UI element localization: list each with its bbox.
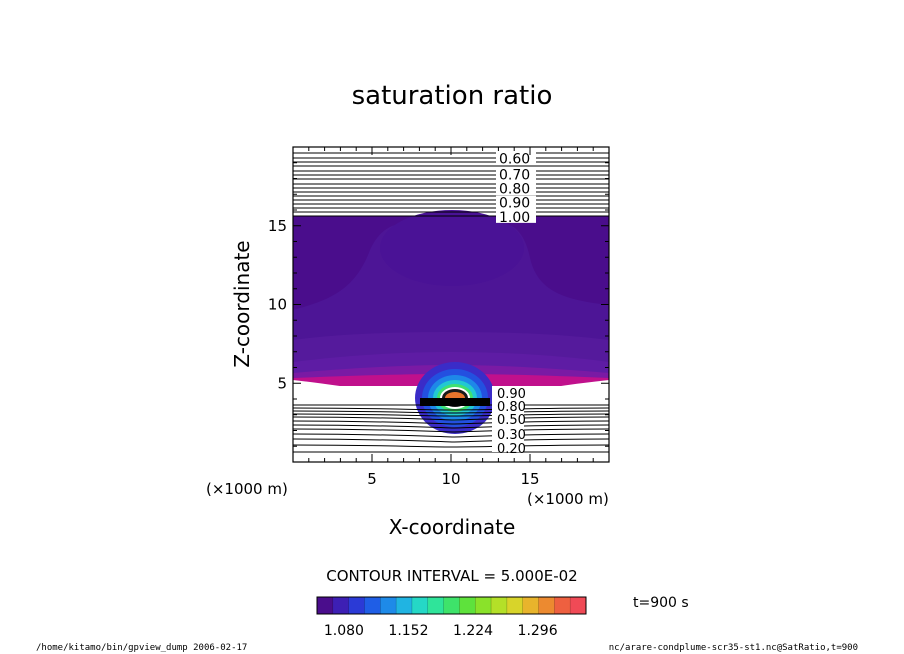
colorbar-swatch — [380, 597, 397, 614]
y-tick-label: 5 — [277, 374, 287, 392]
x-tick-label: 15 — [520, 470, 539, 488]
colorbar-tick-labels: 1.080 1.152 1.224 1.296 — [324, 623, 558, 639]
chart-title: saturation ratio — [352, 81, 553, 111]
colorbar-swatch — [427, 597, 445, 614]
contour-interval-text: CONTOUR INTERVAL = 5.000E-02 — [326, 567, 577, 585]
colorbar-swatch — [411, 597, 429, 614]
colorbar-swatch — [570, 597, 587, 614]
x-tick-label: 5 — [367, 470, 377, 488]
contour-label-bg — [496, 209, 536, 223]
y-tick-label: 15 — [268, 217, 287, 235]
upper-contour-label: 0.80 — [499, 182, 530, 198]
lower-contour-lines — [293, 404, 609, 453]
upper-contour-label: 0.90 — [499, 196, 530, 212]
colorbar-tick-label: 1.080 — [324, 623, 364, 639]
contour-label-bg — [496, 181, 536, 195]
colorbar-swatch — [443, 597, 460, 614]
colorbar-swatch — [459, 597, 476, 614]
colorbar-tick-label: 1.224 — [453, 623, 493, 639]
y-axis-title: Z-coordinate — [230, 240, 254, 367]
lower-label-4: 0.30 — [497, 428, 526, 443]
upper-contour-lines — [293, 152, 609, 217]
contour-label-bg — [496, 151, 536, 165]
y-tick-label: 10 — [268, 296, 287, 314]
upper-contour-label: 1.00 — [499, 210, 530, 226]
y-axis-ticks: 5 10 15 — [268, 162, 609, 447]
lower-label-3: 0.50 — [497, 413, 526, 428]
time-label: t=900 s — [633, 595, 689, 611]
colorbar-tick-label: 1.152 — [388, 623, 428, 639]
x-tick-label: 10 — [441, 470, 460, 488]
contour-label-bg — [496, 195, 536, 209]
colorbar-swatch — [364, 597, 381, 614]
colorbar-tick-label: 1.296 — [518, 623, 558, 639]
footer-left: /home/kitamo/bin/gpview_dump 2006-02-17 — [36, 643, 247, 653]
lower-label-2: 0.80 — [497, 400, 526, 415]
plot-area: 0.600.700.800.901.00 0.90 0.80 0.50 0.30… — [293, 147, 609, 462]
lower-label-1: 0.90 — [497, 387, 526, 402]
colorbar-swatch — [538, 597, 555, 614]
upper-contour-label: 0.70 — [499, 167, 530, 183]
colorbar-swatch — [332, 597, 350, 614]
colorbar-swatch — [475, 597, 492, 614]
lower-contour-labels: 0.90 0.80 0.50 0.30 0.20 — [492, 386, 526, 457]
upper-contour-labels: 0.600.700.800.901.00 — [496, 151, 536, 226]
colorbar-swatch — [522, 597, 540, 614]
x-axis-title: X-coordinate — [389, 515, 516, 539]
colorbar-swatch — [396, 597, 413, 614]
colorbar-swatch — [348, 597, 365, 614]
y-unit-label: (×1000 m) — [206, 480, 288, 498]
colorbar-swatch — [317, 597, 334, 614]
colorbar-frame — [316, 596, 587, 615]
colorbar-swatch — [491, 597, 508, 614]
contour-label-bg — [496, 167, 536, 181]
x-unit-label: (×1000 m) — [527, 490, 609, 508]
x-axis-ticks: 5 10 15 — [308, 147, 594, 488]
colorbar-swatch — [506, 597, 524, 614]
footer-right: nc/arare-condplume-scr35-st1.nc@SatRatio… — [609, 643, 858, 653]
upper-contour-label: 0.60 — [499, 152, 530, 168]
lower-label-5: 0.20 — [497, 442, 526, 457]
colorbar-swatch — [554, 597, 571, 614]
colorbar — [316, 597, 587, 614]
